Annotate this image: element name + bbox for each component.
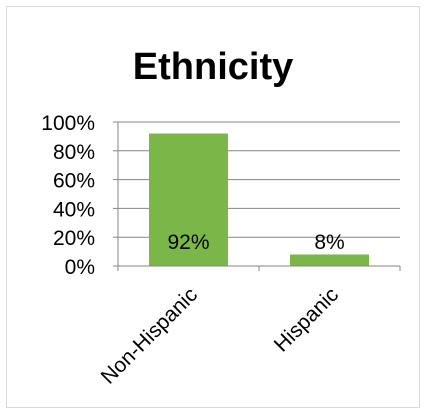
y-tick-label: 100%: [41, 112, 95, 135]
bar: [290, 254, 369, 266]
y-tick-label: 60%: [53, 170, 95, 193]
x-tick-label: Non-Hispanic: [97, 283, 202, 388]
y-tick-label: 80%: [53, 141, 95, 164]
data-label: 8%: [314, 231, 344, 254]
chart-frame: Ethnicity 0% 20% 40% 60% 80% 100% 92% 8% Non-H…: [6, 6, 420, 408]
data-label: 92%: [167, 231, 209, 254]
y-axis: 0% 20% 40% 60% 80% 100%: [41, 112, 119, 279]
y-tick-label: 40%: [53, 198, 95, 221]
bars: 92% 8%: [149, 133, 369, 266]
y-tick-label: 20%: [53, 227, 95, 250]
y-tick-label: 0%: [65, 256, 95, 279]
x-axis: Non-Hispanic Hispanic: [97, 265, 401, 389]
x-tick-label: Hispanic: [270, 283, 343, 356]
bar: [149, 133, 228, 266]
ethnicity-bar-chart: Ethnicity 0% 20% 40% 60% 80% 100% 92% 8% Non-H…: [41, 46, 401, 389]
chart-title: Ethnicity: [133, 46, 293, 88]
